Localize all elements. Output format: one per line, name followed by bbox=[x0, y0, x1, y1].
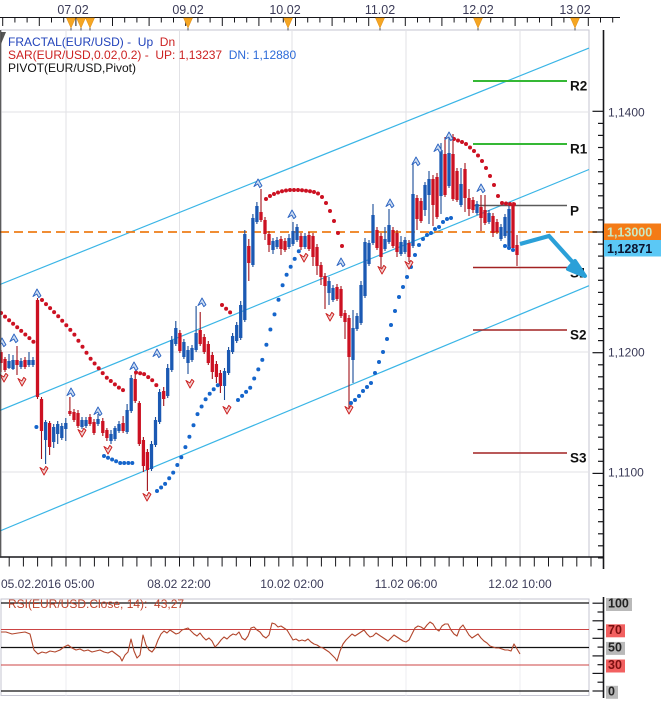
svg-text:70: 70 bbox=[608, 623, 622, 637]
svg-text:0: 0 bbox=[608, 685, 615, 699]
svg-text:12.02 10:00: 12.02 10:00 bbox=[488, 577, 552, 591]
svg-text:S3: S3 bbox=[570, 451, 587, 466]
svg-text:13.02: 13.02 bbox=[559, 3, 590, 17]
svg-text:RSI(EUR/USD.Close, 14): 43,27: RSI(EUR/USD.Close, 14): 43,27 bbox=[8, 597, 184, 611]
svg-text:FRACTAL(EUR/USD) - Up Dn: FRACTAL(EUR/USD) - Up Dn bbox=[8, 35, 175, 49]
svg-text:07.02: 07.02 bbox=[57, 3, 88, 17]
svg-text:10.02 02:00: 10.02 02:00 bbox=[260, 577, 324, 591]
svg-text:S2: S2 bbox=[570, 328, 587, 343]
svg-text:12.02: 12.02 bbox=[462, 3, 493, 17]
svg-text:PIVOT(EUR/USD,Pivot): PIVOT(EUR/USD,Pivot) bbox=[8, 61, 136, 75]
svg-text:11.02: 11.02 bbox=[365, 3, 395, 17]
svg-text:R2: R2 bbox=[570, 79, 587, 94]
svg-text:1,12871: 1,12871 bbox=[607, 242, 652, 256]
svg-text:SAR(EUR/USD,0.02,0.2) - UP: 1: SAR(EUR/USD,0.02,0.2) - UP: 1,13237 DN: … bbox=[8, 48, 296, 62]
svg-text:1,1400: 1,1400 bbox=[608, 106, 645, 120]
svg-text:P: P bbox=[570, 204, 579, 219]
svg-text:50: 50 bbox=[608, 641, 622, 655]
svg-text:1,1100: 1,1100 bbox=[608, 466, 644, 480]
svg-text:100: 100 bbox=[608, 597, 629, 611]
svg-text:R1: R1 bbox=[570, 142, 588, 157]
svg-text:09.02: 09.02 bbox=[172, 3, 203, 17]
svg-text:30: 30 bbox=[608, 658, 622, 672]
svg-text:1,1200: 1,1200 bbox=[608, 346, 645, 360]
svg-text:11.02 06:00: 11.02 06:00 bbox=[375, 577, 438, 591]
svg-text:05.02.2016 05:00: 05.02.2016 05:00 bbox=[1, 577, 95, 591]
svg-text:10.02: 10.02 bbox=[269, 3, 300, 17]
svg-text:1,13000: 1,13000 bbox=[607, 226, 652, 240]
svg-text:08.02 22:00: 08.02 22:00 bbox=[147, 577, 211, 591]
